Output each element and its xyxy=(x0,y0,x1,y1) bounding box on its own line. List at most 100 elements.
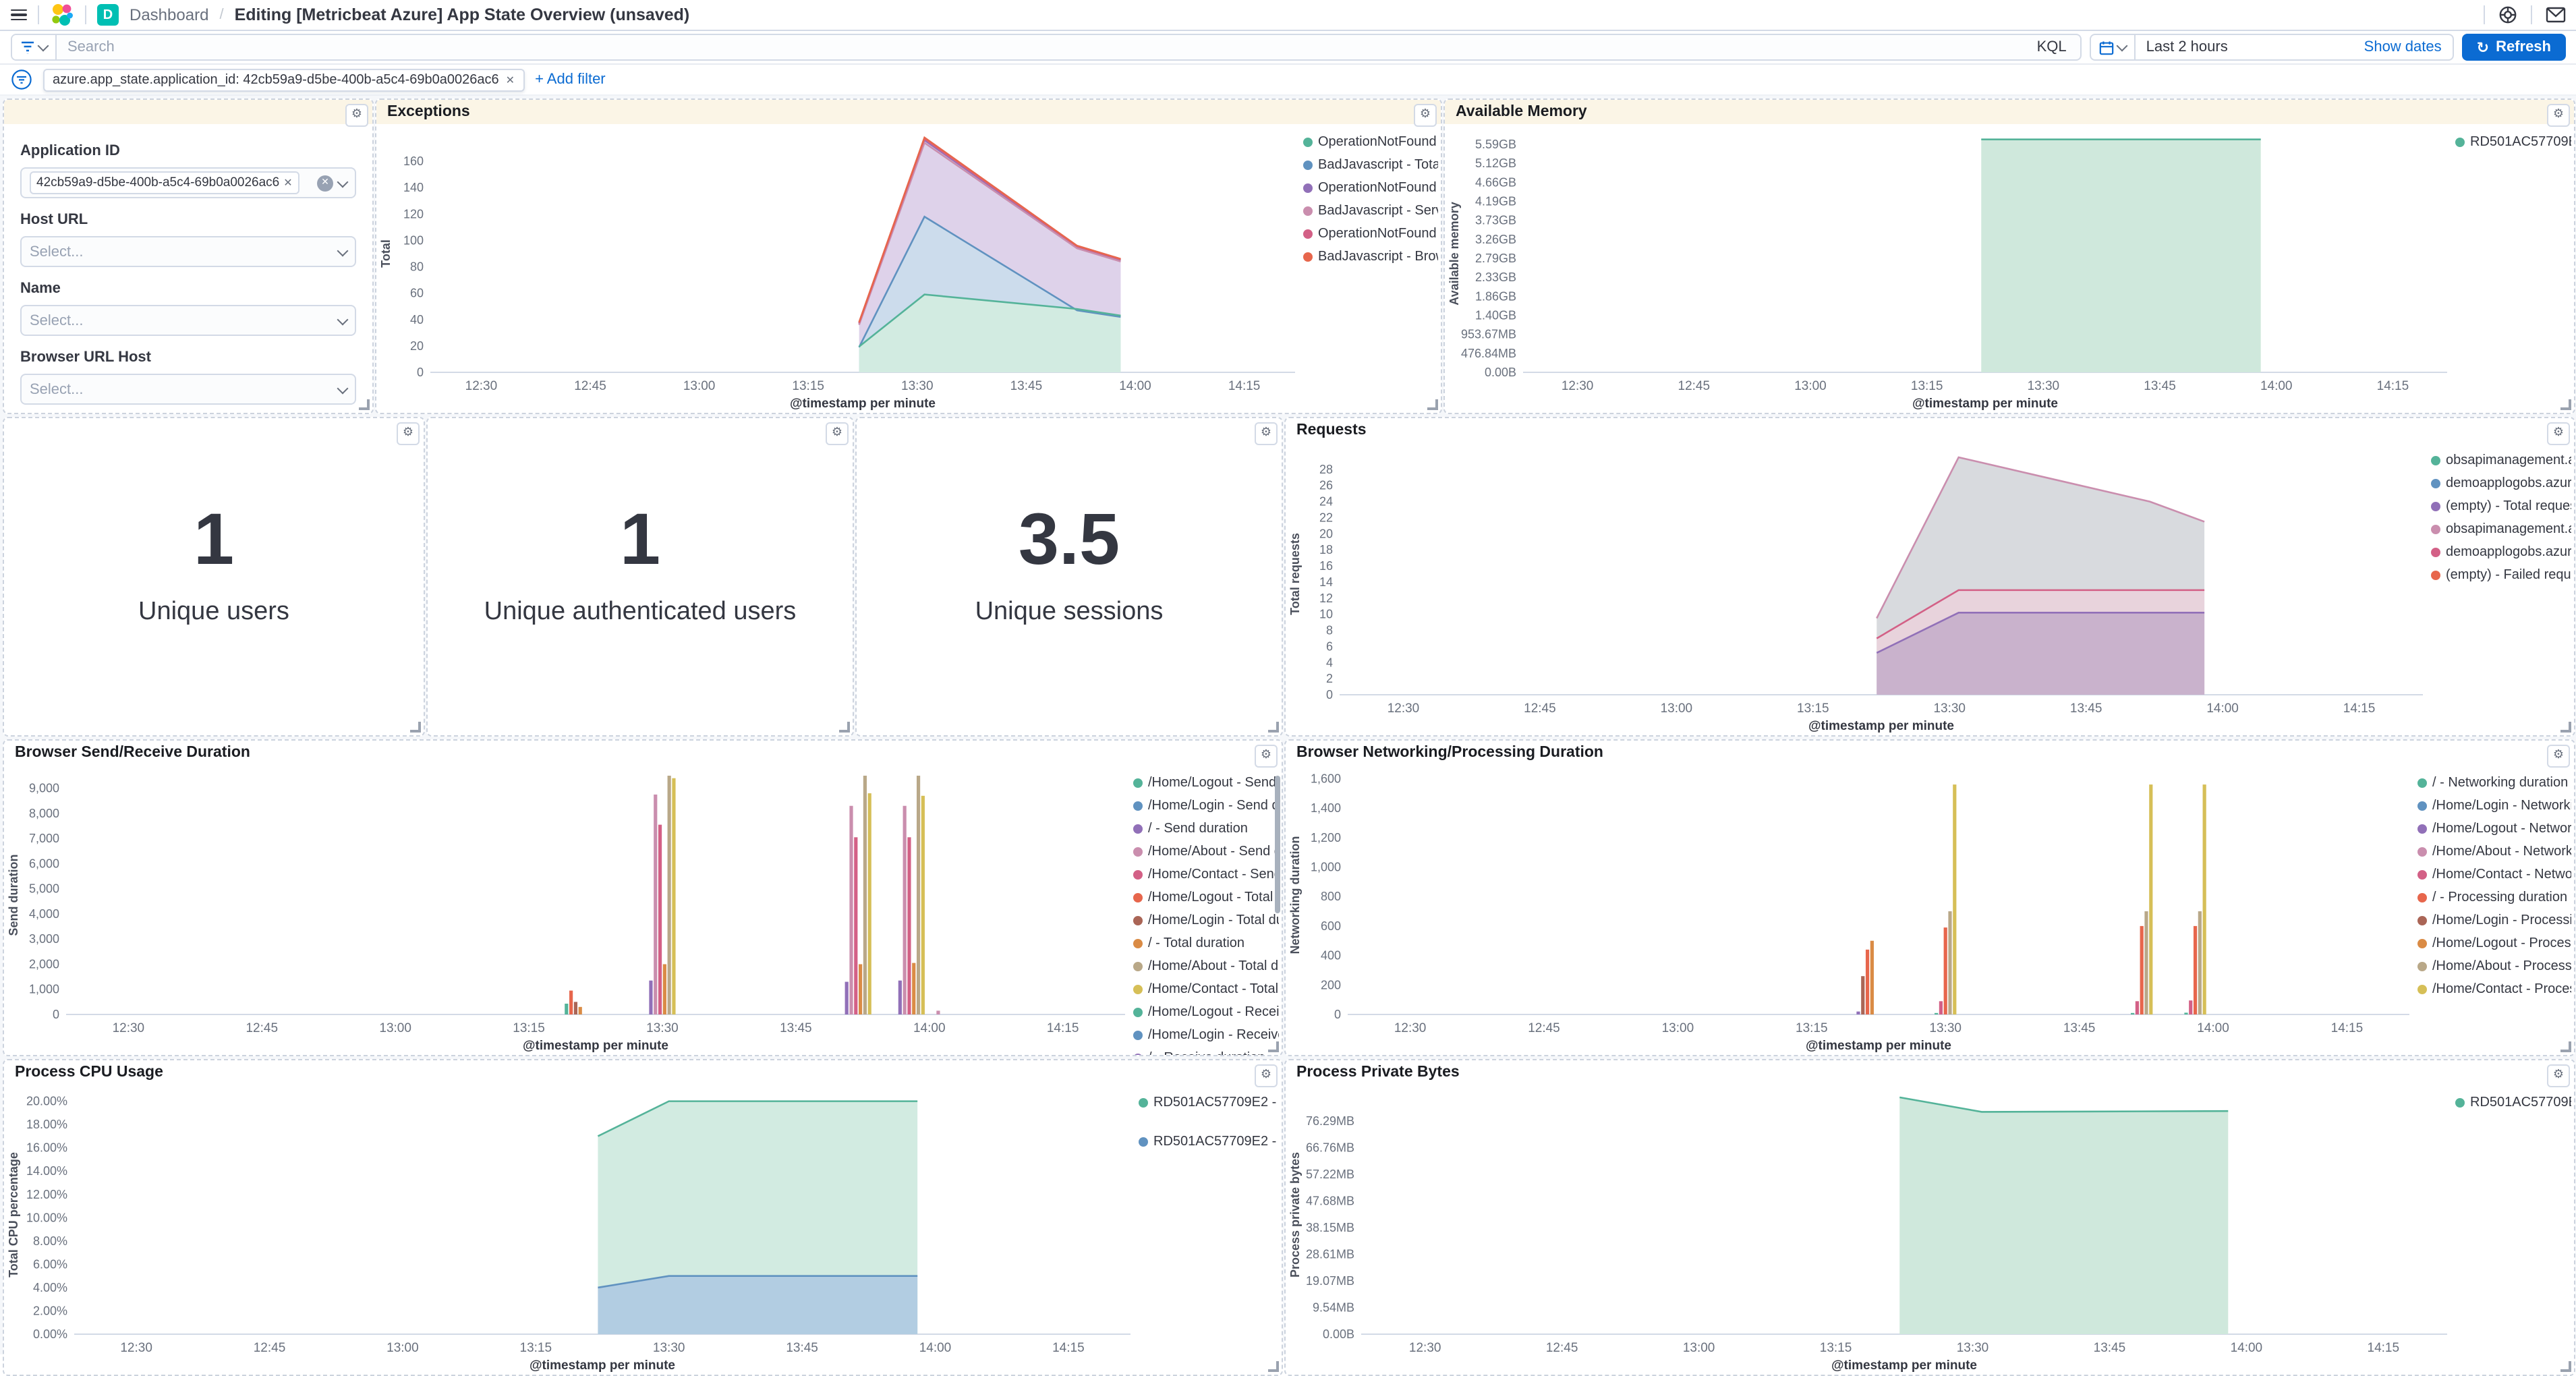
legend-label: BadJavascript - Server xyxy=(1318,204,1438,219)
panel-drag-handle[interactable] xyxy=(4,100,372,124)
legend-item[interactable]: BadJavascript - Server xyxy=(1303,204,1438,219)
remove-token-icon[interactable]: ✕ xyxy=(283,177,293,189)
legend-item[interactable]: BadJavascript - Browser xyxy=(1303,250,1438,264)
filter-pill[interactable]: azure.app_state.application_id: 42cb59a9… xyxy=(43,68,525,91)
legend-label: /Home/Contact - Networking ... xyxy=(2432,867,2571,882)
svg-text:26: 26 xyxy=(1319,479,1333,492)
legend-item[interactable]: OperationNotFound - Browser xyxy=(1303,227,1438,241)
name-select[interactable]: Select... xyxy=(20,305,356,336)
legend-item[interactable]: / - Total duration xyxy=(1133,936,1279,951)
kql-language-button[interactable]: KQL xyxy=(2036,39,2067,55)
panel-settings-button[interactable]: ⚙ xyxy=(826,422,849,445)
panel-settings-button[interactable]: ⚙ xyxy=(2547,104,2570,127)
selected-token[interactable]: 42cb59a9-d5be-400b-a5c4-69b0a0026ac6 ✕ xyxy=(30,171,299,194)
legend-item[interactable]: /Home/Login - Networking du... xyxy=(2417,799,2571,813)
resize-handle[interactable] xyxy=(2560,1041,2571,1052)
resize-handle[interactable] xyxy=(2560,1361,2571,1372)
legend-item[interactable]: RD501AC57709E2 xyxy=(2455,1095,2571,1110)
legend-item[interactable]: OperationNotFound - Total xyxy=(1303,135,1438,150)
host-url-select[interactable]: Select... xyxy=(20,236,356,267)
legend-scrollbar[interactable] xyxy=(1275,776,1280,913)
legend-item[interactable]: (empty) - Failed requests xyxy=(2431,568,2571,583)
legend-item[interactable]: /Home/Login - Processing dur... xyxy=(2417,913,2571,928)
menu-icon[interactable] xyxy=(11,9,27,21)
clear-selection-icon[interactable]: ✕ xyxy=(317,175,333,191)
panel-title[interactable]: Available Memory xyxy=(1445,100,2574,124)
resize-handle[interactable] xyxy=(359,399,370,410)
resize-handle[interactable] xyxy=(1268,1361,1279,1372)
panel-settings-button[interactable]: ⚙ xyxy=(1255,1064,1278,1087)
legend-item[interactable]: /Home/Logout - Processing d... xyxy=(2417,936,2571,951)
divider xyxy=(2484,5,2485,24)
resize-handle[interactable] xyxy=(839,722,850,733)
legend-item[interactable]: /Home/About - Send durati... xyxy=(1133,844,1279,859)
legend-item[interactable]: RD501AC57709E2 xyxy=(2455,135,2571,150)
remove-filter-icon[interactable]: ✕ xyxy=(505,74,515,86)
legend-item[interactable]: (empty) - Total requests xyxy=(2431,499,2571,514)
panel-unique-users: ⚙ 1 Unique users xyxy=(3,417,425,737)
show-dates-link[interactable]: Show dates xyxy=(2364,39,2442,55)
legend-item[interactable]: OperationNotFound - Server xyxy=(1303,181,1438,196)
legend-item[interactable]: / - Networking duration xyxy=(2417,776,2571,791)
series-color-dot xyxy=(2417,893,2427,902)
legend-item[interactable]: /Home/About - Processing du... xyxy=(2417,959,2571,974)
panel-settings-button[interactable]: ⚙ xyxy=(1414,104,1437,127)
saved-query-menu-button[interactable] xyxy=(12,35,57,59)
legend-item[interactable]: RD501AC57709E2 - Total CPU... xyxy=(1139,1095,1279,1110)
legend-item[interactable]: BadJavascript - Total xyxy=(1303,158,1438,173)
legend-item[interactable]: / - Send duration xyxy=(1133,822,1279,836)
legend-item[interactable]: /Home/Logout - Total durat... xyxy=(1133,890,1279,905)
legend-item[interactable]: /Home/Contact - Processing ... xyxy=(2417,982,2571,997)
refresh-button[interactable]: ↻ Refresh xyxy=(2461,34,2566,61)
panel-title[interactable]: Process Private Bytes xyxy=(1296,1064,1460,1081)
search-input[interactable] xyxy=(57,39,2024,55)
panel-settings-button[interactable]: ⚙ xyxy=(1255,422,1278,445)
legend-item[interactable]: /Home/Login - Total duration xyxy=(1133,913,1279,928)
panel-settings-button[interactable]: ⚙ xyxy=(397,422,420,445)
legend-item[interactable]: /Home/Logout - Networking d... xyxy=(2417,822,2571,836)
legend-item[interactable]: /Home/Contact - Total dur... xyxy=(1133,982,1279,997)
legend-item[interactable]: obsapimanagement.azure-api... xyxy=(2431,453,2571,468)
resize-handle[interactable] xyxy=(1268,722,1279,733)
legend-item[interactable]: /Home/Contact - Send dur... xyxy=(1133,867,1279,882)
browser-url-host-select[interactable]: Select... xyxy=(20,374,356,405)
panel-settings-button[interactable]: ⚙ xyxy=(345,104,368,127)
panel-settings-button[interactable]: ⚙ xyxy=(2547,1064,2570,1087)
legend-item[interactable]: demoapplogobs.azurewebsite... xyxy=(2431,476,2571,491)
resize-handle[interactable] xyxy=(1268,1041,1279,1052)
legend-item[interactable]: / - Processing duration xyxy=(2417,890,2571,905)
legend-item[interactable]: obsapimanagement.azure-api... xyxy=(2431,522,2571,537)
svg-text:2: 2 xyxy=(1326,672,1333,685)
newsfeed-icon[interactable] xyxy=(2546,7,2566,23)
time-range-value[interactable]: Last 2 hours xyxy=(2146,39,2228,55)
legend-item[interactable]: /Home/Login - Send duration xyxy=(1133,799,1279,813)
filter-list-icon[interactable] xyxy=(11,69,32,90)
panel-title[interactable]: Requests xyxy=(1296,422,1367,438)
help-icon[interactable] xyxy=(2498,5,2517,24)
legend-item[interactable]: /Home/Logout - Send dura... xyxy=(1133,776,1279,791)
panel-title[interactable]: Process CPU Usage xyxy=(15,1064,163,1081)
legend-item[interactable]: /Home/About - Total durati... xyxy=(1133,959,1279,974)
legend-item[interactable]: demoapplogobs.azurewebsite... xyxy=(2431,545,2571,560)
breadcrumb[interactable]: Dashboard xyxy=(130,5,209,24)
resize-handle[interactable] xyxy=(410,722,421,733)
panel-settings-button[interactable]: ⚙ xyxy=(2547,422,2570,445)
resize-handle[interactable] xyxy=(2560,399,2571,410)
legend-item[interactable]: /Home/Logout - Receive d... xyxy=(1133,1005,1279,1020)
panel-settings-button[interactable]: ⚙ xyxy=(1255,745,1278,768)
panel-title[interactable]: Browser Networking/Processing Duration xyxy=(1296,745,1603,761)
panel-title[interactable]: Browser Send/Receive Duration xyxy=(15,745,250,761)
calendar-button[interactable] xyxy=(2091,35,2136,59)
legend-item[interactable]: RD501AC57709E2 - CPU perc... xyxy=(1139,1135,1279,1149)
resize-handle[interactable] xyxy=(1427,399,1438,410)
panel-title[interactable]: Exceptions xyxy=(376,100,1441,124)
resize-handle[interactable] xyxy=(2560,722,2571,733)
legend-item[interactable]: /Home/Contact - Networking ... xyxy=(2417,867,2571,882)
legend-item[interactable]: /Home/Login - Receive dur... xyxy=(1133,1028,1279,1043)
add-filter-button[interactable]: + Add filter xyxy=(535,71,606,88)
application-id-combobox[interactable]: 42cb59a9-d5be-400b-a5c4-69b0a0026ac6 ✕ ✕ xyxy=(20,167,356,198)
legend-item[interactable]: /Home/About - Networking du... xyxy=(2417,844,2571,859)
panel-settings-button[interactable]: ⚙ xyxy=(2547,745,2570,768)
elastic-logo[interactable] xyxy=(50,3,74,27)
legend-item[interactable]: / - Receive duration xyxy=(1133,1051,1279,1055)
